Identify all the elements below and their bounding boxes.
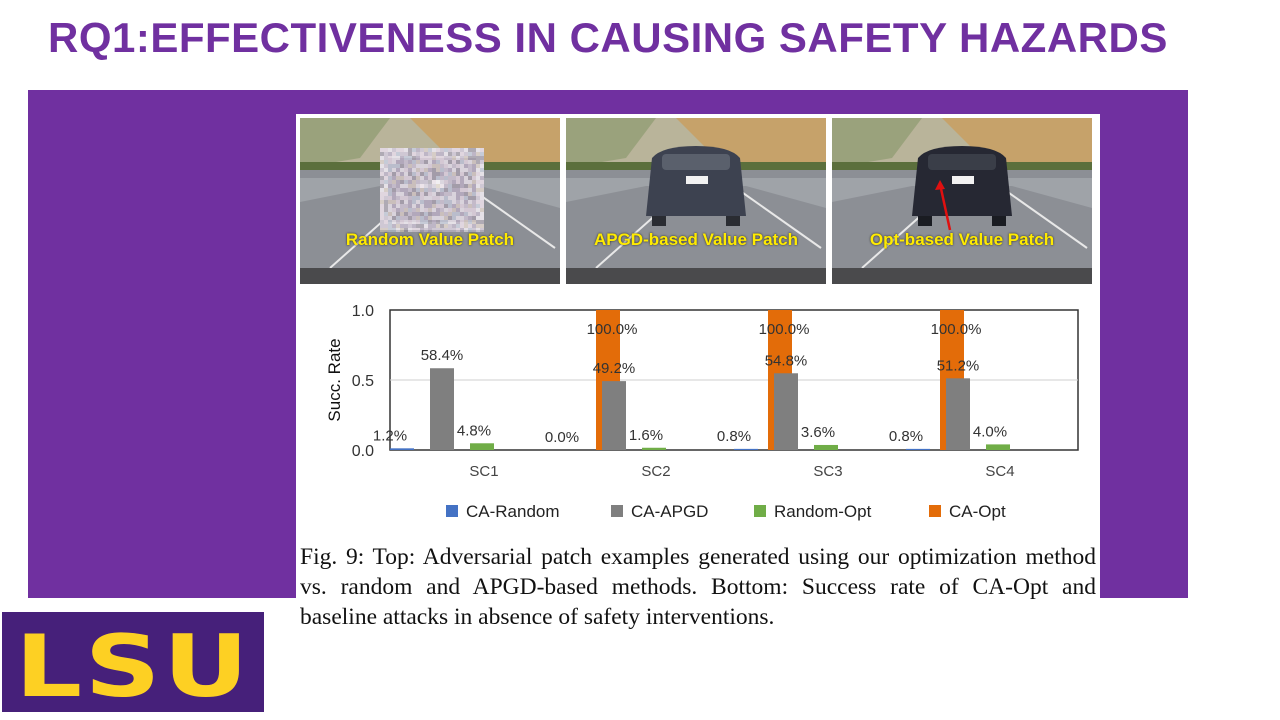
bar-chart-svg: 0.0 0.5 1.0 Succ. Rate 1.2% 58.4% 4.8% 100.0% SC… (325, 303, 1153, 480)
success-rate-chart: 0.0 0.5 1.0 Succ. Rate 1.2% 58.4% 4.8% 100.0% SC… (306, 296, 1153, 528)
data-label: 100.0% (759, 321, 810, 338)
bar-random-opt (470, 443, 494, 450)
random-patch-panel: Random Value Patch (300, 118, 560, 284)
lsu-logo: LSU (2, 612, 264, 712)
bar-ca-apgd (774, 373, 798, 450)
data-label: 100.0% (587, 321, 638, 338)
data-label: 1.2% (373, 427, 407, 444)
bar-random-opt (986, 444, 1010, 450)
legend-item-ca-random: CA-Random (446, 502, 560, 522)
data-label: 4.8% (457, 422, 491, 439)
figure: Random Value Patch APGD-based Value Patc… (296, 114, 1153, 634)
apgd-patch-panel: APGD-based Value Patch (566, 118, 826, 284)
panel-label: Opt-based Value Patch (869, 230, 1055, 249)
data-label: 100.0% (931, 321, 982, 338)
legend-swatch (446, 505, 458, 518)
legend-swatch (611, 505, 623, 518)
figure-caption: Fig. 9: Top: Adversarial patch examples … (300, 544, 1096, 630)
y-tick-label: 0.0 (352, 443, 374, 460)
patch-example-panels: Random Value Patch APGD-based Value Patc… (300, 118, 1092, 284)
slide-title: RQ1:EFFECTIVENESS IN CAUSING SAFETY HAZA… (48, 14, 1168, 61)
x-tick-label: SC1 (469, 463, 498, 480)
bar-random-opt (642, 447, 666, 450)
bar-ca-random (734, 448, 758, 450)
legend-label: Random-Opt (774, 502, 872, 521)
panel-label: Random Value Patch (345, 230, 515, 249)
data-label: 3.6% (801, 424, 835, 441)
data-label: 54.8% (765, 352, 808, 369)
y-tick-label: 0.5 (352, 373, 374, 390)
legend-label: CA-Opt (949, 502, 1006, 521)
data-label: 58.4% (421, 347, 464, 364)
bar-ca-random (906, 448, 930, 450)
bar-ca-apgd (430, 368, 454, 450)
data-label: 49.2% (593, 360, 636, 377)
data-label: 0.0% (545, 429, 579, 446)
legend-swatch (754, 505, 766, 518)
y-axis-label: Succ. Rate (325, 338, 344, 421)
svg-text:LSU: LSU (15, 617, 251, 712)
bar-random-opt (814, 444, 838, 450)
road-scene-image (300, 118, 560, 284)
x-tick-label: SC4 (985, 463, 1014, 480)
data-label: 4.0% (973, 423, 1007, 440)
road-scene-image (832, 118, 1092, 284)
data-label: 1.6% (629, 427, 663, 444)
legend-label: CA-APGD (631, 502, 709, 521)
x-tick-label: SC3 (813, 463, 842, 480)
road-scene-image (566, 118, 826, 284)
random-noise-patch (380, 148, 484, 232)
legend-item-ca-opt: CA-Opt (929, 502, 1006, 522)
bar-ca-apgd (602, 381, 626, 450)
legend-label: CA-Random (466, 502, 560, 521)
chart-legend: CA-Random CA-APGD Random-Opt CA-Opt (436, 502, 1096, 526)
bar-ca-random (390, 448, 414, 450)
legend-item-random-opt: Random-Opt (754, 502, 871, 522)
data-label: 0.8% (717, 428, 751, 445)
bar-ca-apgd (946, 378, 970, 450)
x-tick-label: SC2 (641, 463, 670, 480)
data-label: 51.2% (937, 357, 980, 374)
legend-item-ca-apgd: CA-APGD (611, 502, 708, 522)
legend-swatch (929, 505, 941, 518)
lsu-logo-image: LSU (2, 612, 264, 712)
data-label: 0.8% (889, 428, 923, 445)
y-tick-label: 1.0 (352, 303, 374, 320)
panel-label: APGD-based Value Patch (593, 230, 799, 249)
opt-patch-panel: Opt-based Value Patch (832, 118, 1092, 284)
